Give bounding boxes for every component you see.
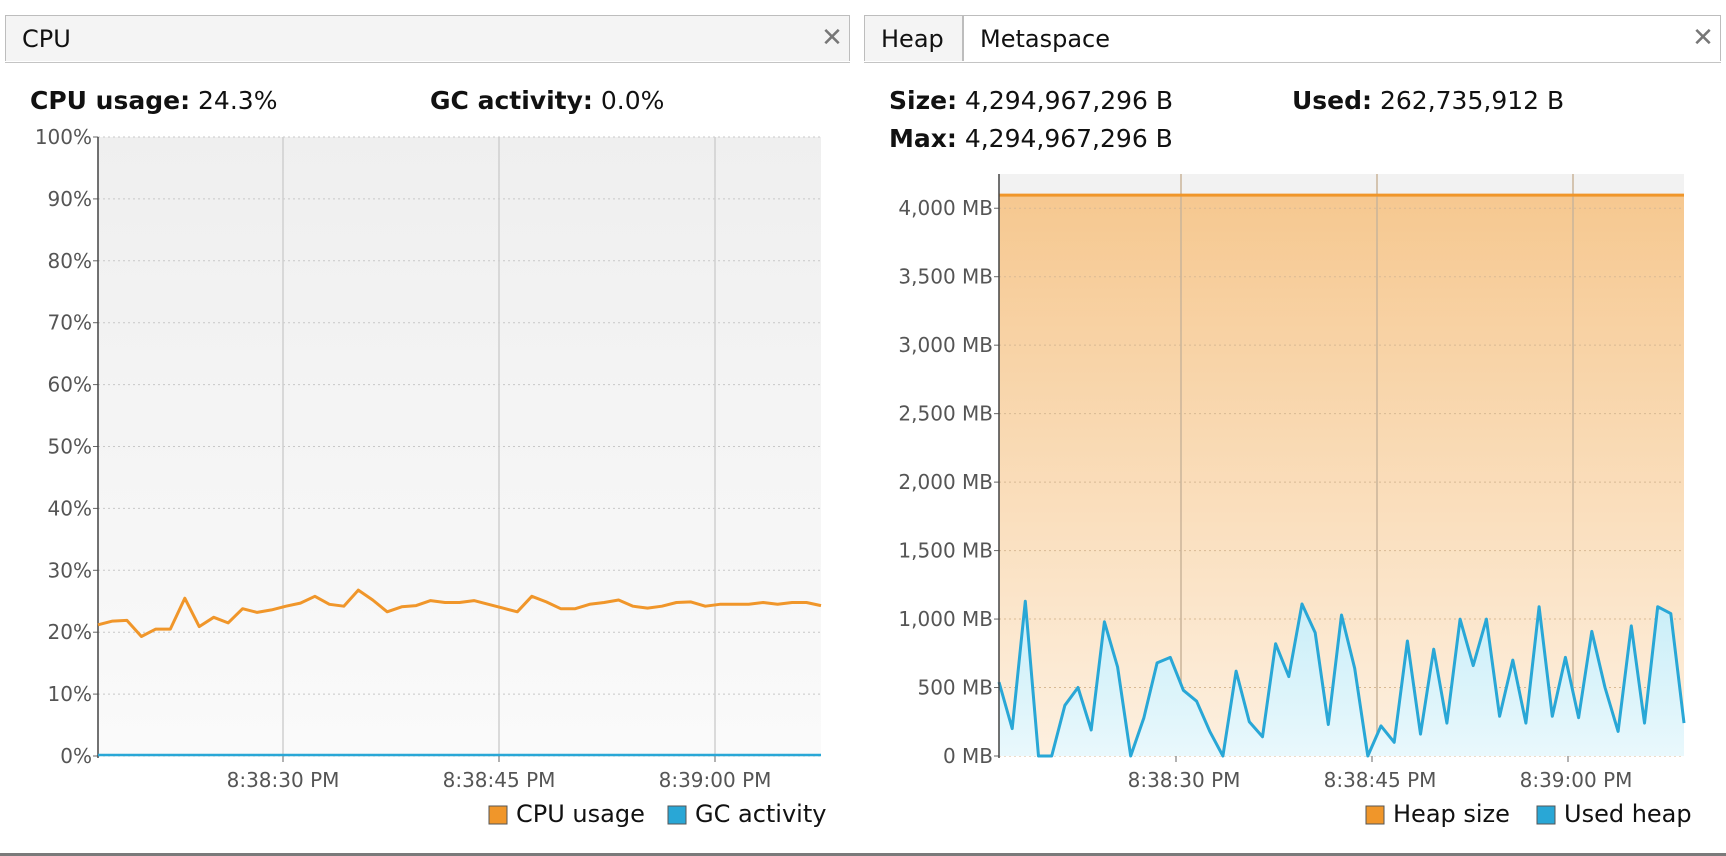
cpu-usage-line	[97, 588, 822, 638]
cpu-usage-stat: CPU usage: 24.3%	[30, 86, 277, 115]
cpu-chart: 0% 10% 20% 30% 40% 50% 60% 70% 80% 90% 100% 8:38:30…	[35, 125, 827, 828]
y-tick-label: 80%	[48, 249, 92, 273]
tab-cpu[interactable]: CPU	[5, 15, 850, 61]
heap-used-stat: Used: 262,735,912 B	[1292, 86, 1564, 115]
y-tick-label: 2,500 MB	[898, 402, 993, 426]
heap-size-stat: Size: 4,294,967,296 B	[889, 86, 1173, 115]
y-tick-label: 0 MB	[943, 744, 993, 768]
y-tick-label: 90%	[48, 187, 92, 211]
y-tick-label: 4,000 MB	[898, 196, 993, 220]
y-tick-label: 20%	[48, 620, 92, 644]
heap-size-label: Size:	[889, 86, 958, 115]
gc-activity-stat: GC activity: 0.0%	[430, 86, 664, 115]
legend-label-used-heap: Used heap	[1564, 800, 1692, 828]
cpu-usage-value: 24.3%	[198, 86, 278, 115]
heap-max-stat: Max: 4,294,967,296 B	[889, 124, 1173, 153]
used-heap-area	[999, 601, 1684, 756]
legend-label-heap-size: Heap size	[1393, 800, 1510, 828]
x-tick-label: 8:38:45 PM	[1324, 768, 1437, 792]
heap-max-label: Max:	[889, 124, 957, 153]
cpu-usage-label: CPU usage:	[30, 86, 191, 115]
tab-metaspace-label: Metaspace	[980, 25, 1110, 53]
legend-swatch-heap-size	[1365, 805, 1385, 825]
heap-max-value: 4,294,967,296 B	[964, 124, 1173, 153]
y-tick-label: 1,000 MB	[898, 607, 993, 631]
y-tick-label: 40%	[48, 496, 92, 520]
x-tick-label: 8:38:30 PM	[227, 768, 340, 792]
tab-cpu-label: CPU	[22, 25, 71, 53]
heap-size-value: 4,294,967,296 B	[965, 86, 1174, 115]
y-tick-label: 500 MB	[917, 676, 993, 700]
legend-swatch-used-heap	[1536, 805, 1556, 825]
y-tick-label: 10%	[48, 682, 92, 706]
heap-used-label: Used:	[1292, 86, 1373, 115]
heap-tabbar: Heap Metaspace ✕	[864, 15, 1721, 63]
window-bottom-border	[0, 853, 1726, 856]
y-tick-label: 100%	[35, 125, 92, 149]
legend-label-cpu-usage: CPU usage	[516, 800, 645, 828]
heap-chart: 0 MB 500 MB 1,000 MB 1,500 MB 2,000 MB 2,500 …	[898, 174, 1692, 828]
legend-label-gc-activity: GC activity	[695, 800, 826, 828]
legend-swatch-cpu-usage	[488, 805, 508, 825]
x-tick-label: 8:39:00 PM	[659, 768, 772, 792]
close-icon[interactable]: ✕	[821, 23, 843, 53]
cpu-tabbar: CPU ✕	[5, 15, 850, 63]
y-tick-label: 50%	[48, 435, 92, 459]
y-tick-label: 3,500 MB	[898, 265, 993, 289]
used-heap-line	[997, 599, 1686, 758]
y-tick-label: 60%	[48, 373, 92, 397]
tab-metaspace[interactable]: Metaspace	[963, 15, 1721, 61]
tab-heap[interactable]: Heap	[864, 15, 963, 61]
tab-heap-label: Heap	[881, 25, 944, 53]
x-tick-label: 8:39:00 PM	[1520, 768, 1633, 792]
y-tick-label: 70%	[48, 311, 92, 335]
y-tick-label: 1,500 MB	[898, 539, 993, 563]
y-tick-label: 3,000 MB	[898, 333, 993, 357]
x-tick-label: 8:38:30 PM	[1128, 768, 1241, 792]
heap-panel: Heap Metaspace ✕ Size: 4,294,967,296 B U…	[864, 15, 1721, 851]
y-tick-label: 30%	[48, 558, 92, 582]
y-tick-label: 2,000 MB	[898, 470, 993, 494]
cpu-panel: CPU ✕ CPU usage: 24.3% GC activity: 0.0%…	[5, 15, 850, 851]
legend-swatch-gc-activity	[667, 805, 687, 825]
x-tick-label: 8:38:45 PM	[443, 768, 556, 792]
close-icon[interactable]: ✕	[1692, 23, 1714, 53]
gc-activity-value: 0.0%	[600, 86, 665, 115]
y-tick-label: 0%	[60, 744, 92, 768]
gc-activity-label: GC activity:	[430, 86, 593, 115]
heap-used-value: 262,735,912 B	[1379, 86, 1565, 115]
